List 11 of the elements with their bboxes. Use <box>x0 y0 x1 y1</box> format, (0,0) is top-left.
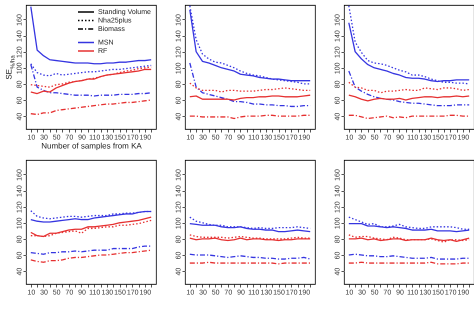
line-series <box>348 5 470 85</box>
line-series <box>189 82 311 93</box>
line-series <box>30 99 152 116</box>
line-series <box>348 82 470 94</box>
line-series <box>189 216 311 230</box>
x-axis-title: Number of samples from KA <box>41 142 142 150</box>
line-series <box>30 250 152 263</box>
line-series <box>30 6 152 64</box>
line-series <box>30 246 152 255</box>
line-series <box>189 62 311 108</box>
line-series <box>348 70 470 106</box>
